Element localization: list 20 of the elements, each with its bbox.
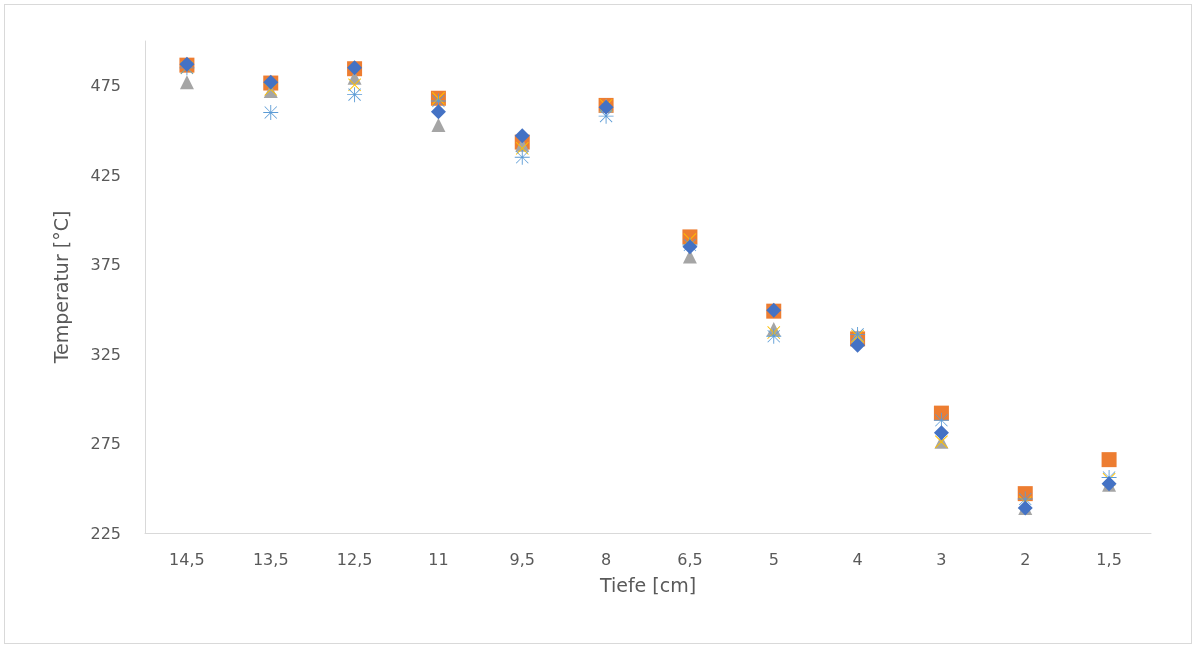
x-tick-label: 3 xyxy=(936,549,947,569)
x-tick-label: 14,5 xyxy=(169,549,205,569)
x-tick-label: 5 xyxy=(768,549,779,569)
y-tick-label: 275 xyxy=(90,434,121,454)
x-tick-label: 2 xyxy=(1020,549,1031,569)
x-tick-label: 8 xyxy=(600,549,612,569)
x-tick-label: 4 xyxy=(852,549,863,569)
x-tick-label: 11 xyxy=(428,549,449,569)
x-tick-label: 1,5 xyxy=(1096,549,1122,569)
x-tick-label: 9,5 xyxy=(509,549,535,569)
x-axis-title: Tiefe [cm] xyxy=(598,573,697,596)
y-axis-title: Temperatur [°C] xyxy=(49,210,72,365)
x-tick-label: 12,5 xyxy=(336,549,373,569)
y-tick-label: 475 xyxy=(90,76,121,96)
x-tick-label: 6,5 xyxy=(677,549,703,569)
x-tick-label: 13,5 xyxy=(252,549,289,569)
y-tick-label: 325 xyxy=(90,344,121,364)
y-tick-label: 375 xyxy=(90,255,121,275)
y-tick-label: 425 xyxy=(90,165,121,185)
y-tick-label: 225 xyxy=(90,523,121,543)
